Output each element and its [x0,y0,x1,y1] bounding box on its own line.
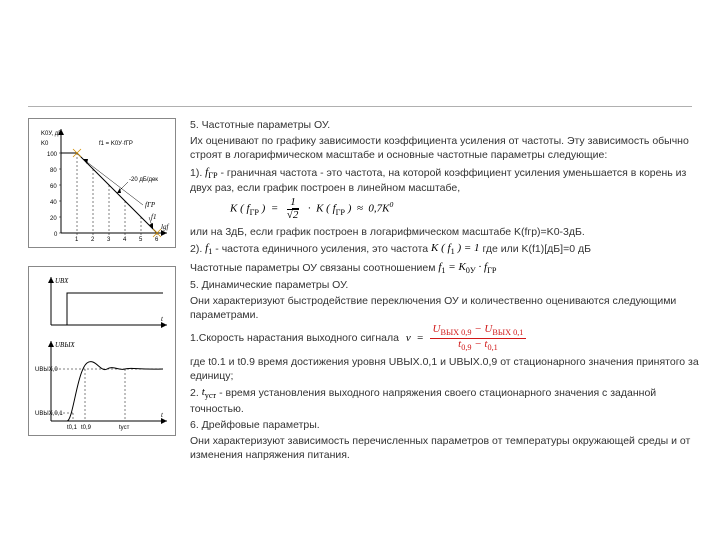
svg-text:lgf: lgf [161,223,169,231]
equals: = [414,331,427,346]
p2a: 1). [190,166,205,178]
horizontal-rule [28,106,692,107]
svg-text:6: 6 [155,237,159,243]
svg-text:80: 80 [50,168,57,174]
formula-slewrate: UВЫХ 0,9 − UВЫХ 0,1 t0,9 − t0,1 [430,324,527,353]
p12: Они характеризуют зависимость перечислен… [190,434,700,462]
formula-relation: f1 = K0У · fГР [438,260,496,276]
svg-text:0: 0 [54,232,58,238]
p2: 1). fГР - граничная частота - это частот… [190,165,700,195]
figure-1: K0У, дБ K0 100 80 60 40 20 0 [28,118,176,248]
svg-text:t0,1: t0,1 [67,425,78,431]
formula-tust: tуст [202,385,216,401]
svg-text:UВХ: UВХ [55,277,69,285]
section-5-title: 5. Частотные параметры ОУ. [190,118,700,132]
section-5b-title: 5. Динамические параметры ОУ. [190,278,700,292]
svg-text:60: 60 [50,184,57,190]
p10b: - время установления выходного напряжени… [190,387,656,414]
p4: 2). f1 - частота единичного усиления, эт… [190,241,700,257]
formula-f1: f1 [205,241,212,257]
svg-text:K0: K0 [41,141,49,147]
step-response: UВХ t UВЫХ t UВЫХ,0 UВЫХ,0,1 [33,271,173,431]
formula-nu: ν [406,331,411,346]
section-6-title: 6. Дрейфовые параметры. [190,418,700,432]
svg-text:UВЫХ: UВЫХ [55,341,75,349]
p5: Частотные параметры ОУ связаны соотношен… [190,260,700,276]
svg-text:4: 4 [123,237,127,243]
svg-text:t: t [161,411,164,419]
text-column: 5. Частотные параметры ОУ. Их оценивают … [190,118,700,464]
formula-line-1: K ( fГР ) = 1 2 · K ( fГР ) ≈ 0,7K0 [230,197,700,221]
svg-text:fГР: fГР [145,201,156,209]
svg-text:40: 40 [50,200,57,206]
formula-fgr: fГР [205,165,217,181]
bode-plot: K0У, дБ K0 100 80 60 40 20 0 [33,123,173,243]
p3: или на 3дБ, если график построен в логар… [190,225,700,239]
p4c: где или K(f1)[дБ]=0 дБ [482,243,591,255]
p2b: - граничная частота - это частота, на ко… [190,166,686,193]
svg-text:t0,9: t0,9 [81,425,92,431]
svg-text:3: 3 [107,237,111,243]
figure-2: UВХ t UВЫХ t UВЫХ,0 UВЫХ,0,1 [28,266,176,436]
svg-text:UВЫХ,0: UВЫХ,0 [35,367,58,373]
content-row: K0У, дБ K0 100 80 60 40 20 0 [28,118,700,464]
p10a: 2. [190,387,202,399]
svg-text:t: t [161,315,164,323]
svg-text:tуст: tуст [119,425,130,431]
svg-text:UВЫХ,0,1: UВЫХ,0,1 [35,411,63,417]
svg-text:1: 1 [75,237,79,243]
svg-text:f1 = K0У·fГР: f1 = K0У·fГР [99,141,133,147]
p1: Их оценивают по графику зависимости коэф… [190,134,700,162]
svg-text:f1: f1 [151,213,156,221]
svg-text:K0У, дБ: K0У, дБ [41,131,62,137]
svg-text:2: 2 [91,237,95,243]
p5a: Частотные параметры ОУ связаны соотношен… [190,262,438,274]
p4a: 2). [190,243,205,255]
svg-text:-20 дБ/дек: -20 дБ/дек [129,177,158,183]
p9: где t0.1 и t0.9 время достижения уровня … [190,355,700,383]
svg-text:20: 20 [50,216,57,222]
p7: Они характеризуют быстродействие переклю… [190,294,700,322]
svg-text:5: 5 [139,237,143,243]
p10: 2. tуст - время установления выходного н… [190,385,700,415]
p4b: - частота единичного усиления, это часто… [215,243,431,255]
formula-kfgr: K ( fГР ) = 1 2 · K ( fГР ) ≈ 0,7K0 [230,197,393,221]
svg-text:100: 100 [47,152,58,158]
figure-column: K0У, дБ K0 100 80 60 40 20 0 [28,118,176,464]
p8: 1.Скорость нарастания выходного сигнала … [190,324,700,353]
p8a: 1.Скорость нарастания выходного сигнала [190,333,399,345]
formula-kf1: K ( f1 ) = 1 [431,241,480,257]
